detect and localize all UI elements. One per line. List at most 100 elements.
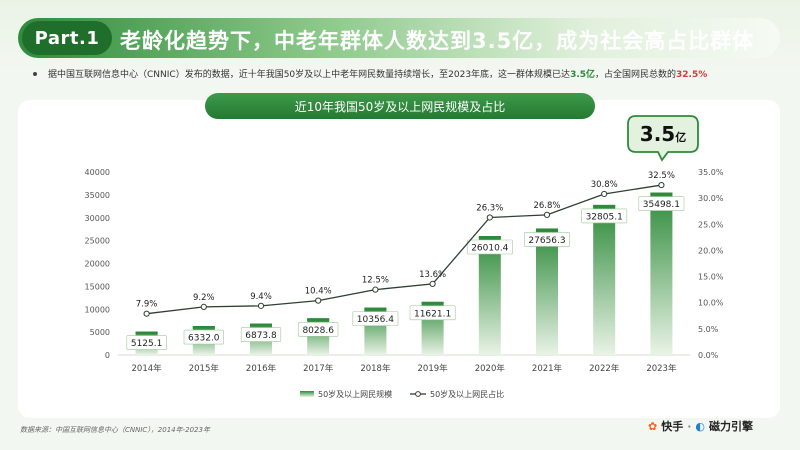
y-right-tick-label: 25.0% (698, 220, 724, 229)
bar-value-label-box (298, 321, 339, 337)
share-value-label: 9.2% (193, 293, 215, 303)
y-right-tick-label: 15.0% (698, 273, 724, 282)
y-right-tick-label: 30.0% (698, 194, 724, 203)
share-marker (372, 286, 379, 293)
y-right-tick-label: 35.0% (698, 168, 724, 177)
bar-value-label-box (466, 239, 513, 255)
share-marker (601, 190, 608, 198)
bar-cap (364, 307, 387, 311)
part-label: Part.1 (22, 21, 112, 55)
share-value-label: 26.3% (476, 203, 503, 213)
bar-cap (421, 301, 444, 305)
bar (536, 228, 558, 355)
bar-cap (593, 204, 616, 208)
y-left-tick-label: 5000 (90, 328, 110, 337)
y-left-tick-label: 0 (105, 351, 110, 360)
kuaishou-logo-icon: ✿ (648, 419, 658, 433)
y-left-tick-label: 10000 (85, 305, 110, 314)
callout-text: 3.5亿 (626, 122, 700, 146)
bar-value-label-box (126, 335, 167, 350)
share-value-label: 9.4% (250, 292, 272, 302)
share-marker (200, 303, 207, 310)
y-left-tick-label: 30000 (85, 214, 110, 223)
bar-value-label-box (638, 196, 685, 211)
bar-value-label: 11621.1 (414, 309, 451, 319)
bar-cap (478, 236, 501, 239)
bar-value-label-box (581, 208, 628, 224)
legend-bar-swatch (300, 391, 314, 397)
share-marker (257, 302, 265, 309)
bar-cap (250, 323, 272, 327)
share-value-label: 7.9% (136, 300, 158, 310)
y-right-tick-label: 5.0% (698, 325, 719, 334)
share-marker (658, 181, 665, 189)
bar-cap (307, 318, 330, 321)
share-marker (429, 280, 436, 287)
bar-value-label: 32805.1 (586, 212, 623, 222)
brand-logos: ✿ 快手 · ◐ 磁力引擎 (648, 418, 753, 434)
chart-title: 近10年我国50岁及以上网民规模及占比 (205, 93, 595, 119)
cili-logo-icon: ◐ (695, 419, 706, 433)
brand-cili: 磁力引擎 (709, 420, 754, 433)
intro-text-before: 据中国互联网信息中心（CNNIC）发布的数据，近十年我国50岁及以上中老年网民数… (48, 70, 571, 80)
bar-value-label: 35498.1 (643, 200, 680, 210)
share-value-label: 32.5% (648, 171, 675, 181)
share-value-label: 26.8% (533, 201, 560, 211)
legend-line-label: 50岁及以上网民占比 (430, 389, 504, 399)
share-value-label: 10.4% (305, 287, 332, 297)
callout-unit: 亿 (675, 131, 687, 144)
bar (593, 204, 616, 355)
share-value-label: 12.5% (362, 276, 389, 286)
y-left-tick-label: 25000 (85, 237, 110, 246)
header-bar (18, 18, 780, 58)
share-value-label: 13.6% (419, 270, 446, 280)
legend-line-marker (415, 391, 421, 397)
intro-percent-highlight: 32.5% (676, 70, 708, 80)
callout-number: 3.5 (639, 122, 676, 146)
intro-value-highlight: 3.5亿 (570, 70, 596, 80)
bar-cap (536, 228, 558, 231)
brand-kuaishou: 快手 (661, 420, 684, 433)
bar-value-label: 6332.0 (188, 334, 220, 344)
x-tick-label: 2021年 (532, 363, 563, 374)
bar (478, 236, 501, 355)
intro-text-middle: ，占全国网民总数的 (595, 70, 677, 80)
bar-value-label-box (240, 327, 282, 342)
x-tick-label: 2014年 (132, 363, 163, 374)
bar-value-label: 10356.4 (357, 315, 394, 325)
bar (650, 192, 673, 355)
bar-value-label: 26010.4 (471, 244, 508, 254)
y-right-tick-label: 10.0% (698, 299, 724, 308)
bar-cap (650, 192, 673, 196)
share-marker (143, 310, 150, 317)
x-tick-label: 2017年 (303, 363, 334, 374)
y-left-tick-label: 15000 (85, 282, 110, 291)
x-tick-label: 2015年 (189, 363, 220, 374)
legend-bar-label: 50岁及以上网民规模 (318, 389, 392, 399)
x-tick-label: 2016年 (246, 363, 277, 374)
intro-text: 据中国互联网信息中心（CNNIC）发布的数据，近十年我国50岁及以上中老年网民数… (48, 67, 707, 80)
callout-shape (627, 115, 699, 162)
x-tick-label: 2018年 (360, 363, 391, 374)
y-right-tick-label: 20.0% (698, 246, 724, 255)
bar-cap (192, 326, 215, 329)
bar-value-label-box (409, 305, 456, 321)
bar-value-label-box (352, 311, 399, 326)
share-marker (486, 214, 493, 221)
bar-value-label: 27656.3 (528, 236, 565, 246)
source-note: 数据来源：中国互联网信息中心（CNNIC），2014年-2023年 (20, 426, 210, 434)
bar-value-label: 6873.8 (245, 331, 277, 341)
callout-bubble: 3.5亿 (626, 114, 700, 162)
y-left-tick-label: 20000 (85, 260, 110, 269)
bar-value-label-box (524, 232, 570, 247)
bar-cap (135, 331, 158, 335)
share-marker (543, 211, 551, 218)
x-tick-label: 2019年 (418, 363, 449, 374)
bar-value-label: 5125.1 (131, 339, 163, 349)
x-tick-label: 2022年 (589, 363, 620, 374)
share-value-label: 30.8% (591, 180, 618, 190)
x-tick-label: 2023年 (646, 363, 677, 374)
page-title: 老龄化趋势下，中老年群体人数达到3.5亿，成为社会高占比群体 (120, 29, 755, 53)
brand-separator: · (687, 419, 692, 433)
